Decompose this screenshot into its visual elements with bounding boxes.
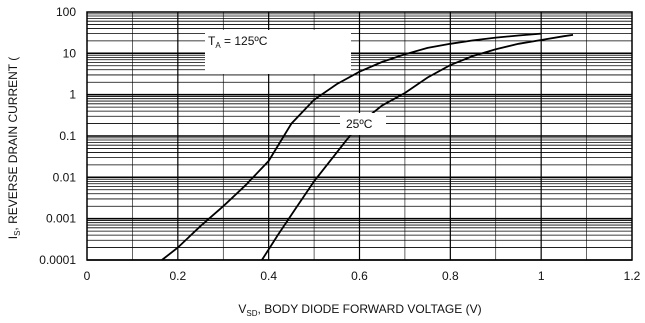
x-axis-title: VSD, BODY DIODE FORWARD VOLTAGE (V): [238, 302, 481, 318]
y-tick-label: 0.0001: [39, 253, 76, 267]
x-tick-label: 0: [84, 269, 91, 283]
y-axis-title-main: I: [6, 236, 20, 239]
curves: [161, 32, 574, 261]
annotation-125c: TA = 125ºC: [208, 34, 268, 50]
x-axis-title-rest: , BODY DIODE FORWARD VOLTAGE (V): [258, 302, 482, 316]
annotation-125c-rest: = 125ºC: [221, 34, 268, 48]
tick-labels: 0 0.2 0.4 0.6 0.8 1 1.2 100 10 1 0.1 0.01 0.001 0.000…: [39, 5, 640, 283]
y-axis-title: IS, REVERSE DRAIN CURRENT (: [6, 57, 22, 240]
y-tick-label: 0.1: [59, 129, 76, 143]
y-tick-label: 0.01: [53, 170, 77, 184]
annotation-125c-sub: A: [215, 41, 221, 50]
grid: [87, 12, 632, 261]
x-tick-label: 0.4: [260, 269, 277, 283]
y-axis-title-rest: , REVERSE DRAIN CURRENT (: [6, 57, 20, 231]
plot-frame: [86, 11, 633, 261]
x-tick-label: 1.2: [624, 269, 641, 283]
y-tick-label: 100: [56, 5, 76, 19]
annotation-box-25c: [340, 113, 386, 135]
y-axis-title-sub: S: [13, 231, 22, 236]
x-tick-label: 1: [538, 269, 545, 283]
y-tick-label: 1: [69, 88, 76, 102]
y-tick-label: 10: [63, 46, 77, 60]
x-axis-title-main: V: [238, 302, 246, 316]
annotation-box-125c: [205, 30, 351, 74]
x-tick-label: 0.2: [169, 269, 186, 283]
series-line-1: [261, 34, 574, 261]
annotations: TA = 125ºC 25ºC: [205, 30, 386, 135]
x-axis-title-sub: SD: [246, 309, 257, 318]
x-tick-label: 0.8: [442, 269, 459, 283]
series-line-0: [161, 32, 542, 261]
annotation-25c: 25ºC: [346, 117, 373, 131]
annotation-125c-main: T: [208, 34, 216, 48]
y-tick-label: 0.001: [46, 212, 76, 226]
x-tick-label: 0.6: [351, 269, 368, 283]
